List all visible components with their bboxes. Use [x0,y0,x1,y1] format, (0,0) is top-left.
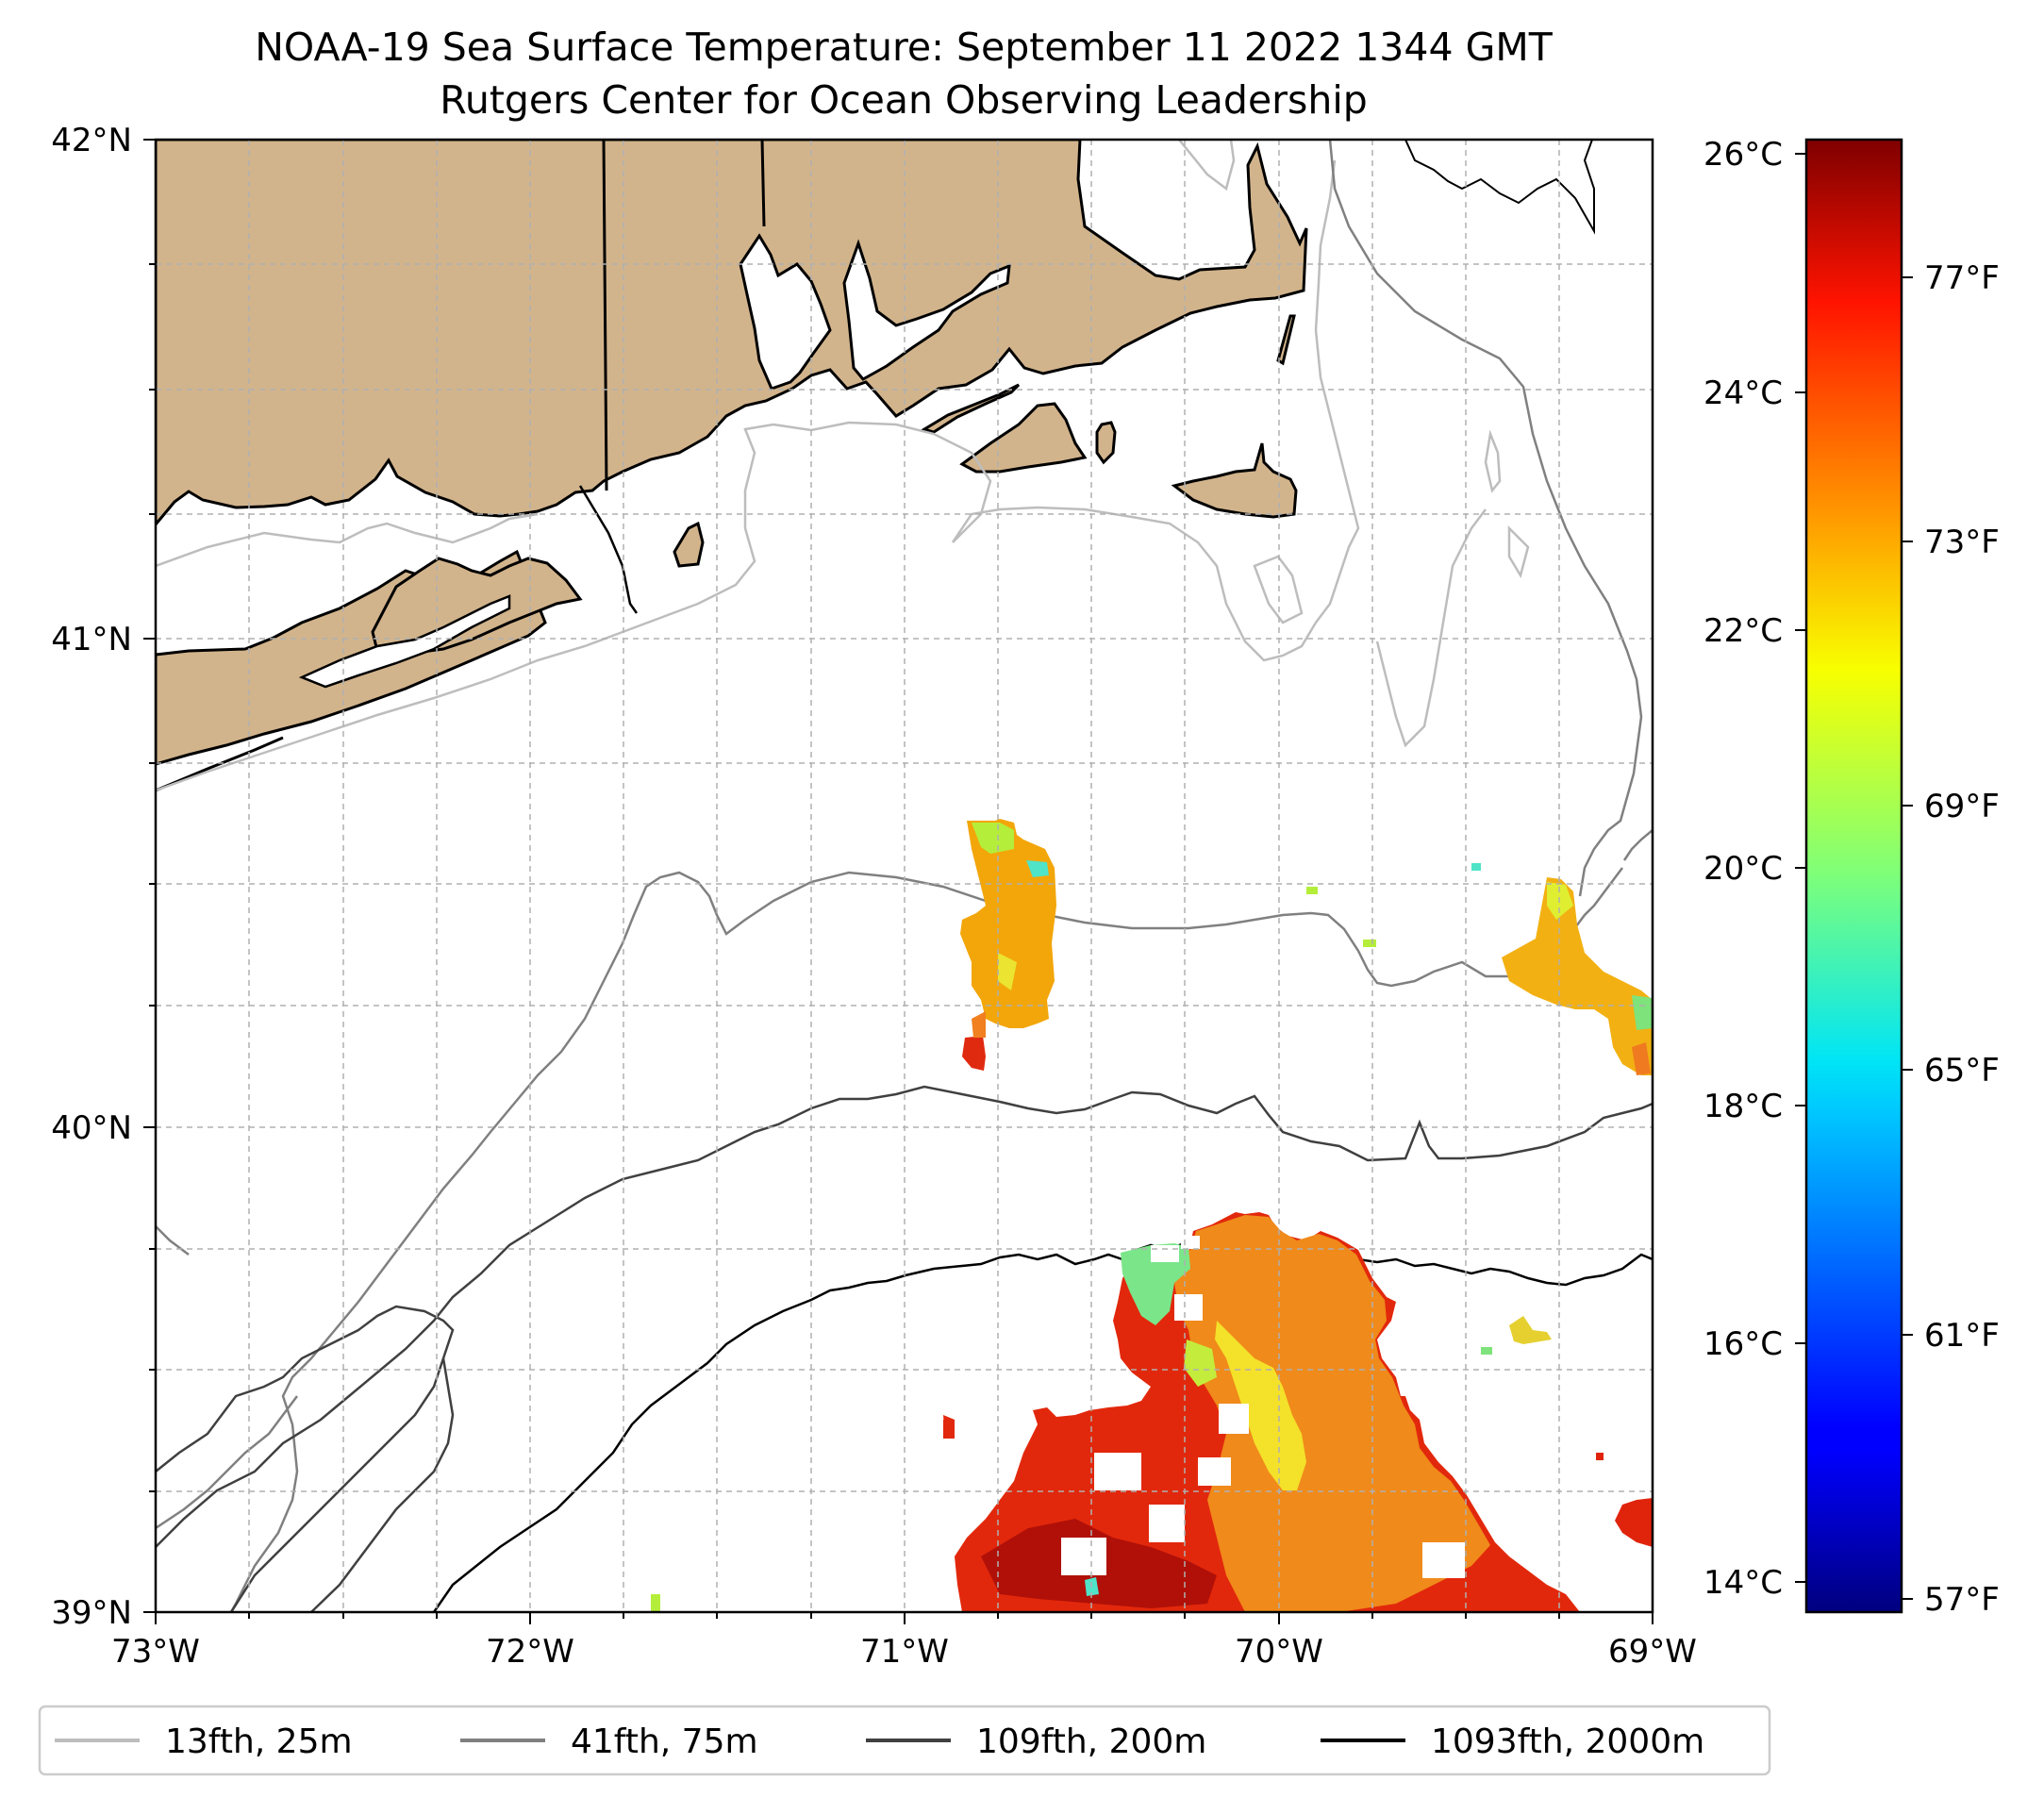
isobath-200m [156,1085,1653,1612]
celsius-label: 14°C [1703,1564,1783,1602]
sst-patch-east-orange [1632,1042,1651,1075]
sst-speck-7 [651,1594,660,1612]
map-ticks [143,139,1653,1624]
sst-speck-4 [1481,1347,1492,1355]
sst-speck-2 [1363,940,1376,947]
sst-speck-3 [1471,863,1481,871]
celsius-label: 24°C [1703,374,1783,412]
map-gridlines [156,140,1653,1612]
sst-patch-south-green [1121,1243,1190,1325]
sst-speck-1 [1306,887,1318,894]
sst-patch-south-orange [1170,1215,1490,1612]
fahrenheit-label: 57°F [1924,1581,2000,1619]
lat-tick-label: 39°N [51,1594,132,1632]
celsius-label: 22°C [1703,612,1783,650]
land-block-island [673,521,705,568]
sst-patch-north-cyan [1026,860,1049,877]
sst-patch-north-yellow [998,953,1017,990]
lon-tick-label: 72°W [486,1633,574,1671]
celsius-label: 18°C [1703,1088,1783,1125]
sst-patch-east-red [1615,1498,1653,1547]
map-title: NOAA-19 Sea Surface Temperature: Septemb… [255,25,1553,70]
rhode-island-boundary-line [578,485,639,614]
ri-ma-border [760,140,766,227]
isobath-legend: 13fth, 25m 41fth, 75m 109fth, 200m 1093f… [38,1705,1771,1776]
colorbar-fahrenheit-ticks [1902,276,1913,1600]
fahrenheit-label: 77°F [1924,259,2000,297]
lat-tick-label: 40°N [51,1109,132,1147]
ct-ri-border [602,140,608,491]
isobath-2000m [432,1239,1653,1612]
fahrenheit-label: 65°F [1924,1052,2000,1090]
sst-patch-north-red [962,1036,986,1071]
land-nantucket [1171,442,1298,519]
legend-label: 1093fth, 2000m [1431,1722,1704,1761]
land-monomoy [1276,314,1296,366]
fahrenheit-label: 73°F [1924,524,2000,561]
isobath-75m [156,140,1653,1612]
sst-patch-south-green2 [1184,1339,1217,1387]
fahrenheit-label: 69°F [1924,788,2000,825]
colorbar-frame [1804,138,1903,1614]
gulf-of-maine-coast [1404,140,1595,235]
lon-tick-label: 69°W [1608,1633,1697,1671]
cloud-gaps [1061,1236,1465,1578]
land-new-england [156,140,1308,527]
celsius-label: 26°C [1703,136,1783,174]
buzzards-bay [842,239,1011,381]
celsius-label: 16°C [1703,1325,1783,1363]
map-subtitle: Rutgers Center for Ocean Observing Leade… [440,77,1368,123]
sst-speck-6 [1596,1453,1604,1460]
sst-data-layer [651,819,1653,1612]
sst-patch-north-green [972,823,1014,854]
isobath-25m [156,140,1530,792]
lat-tick-label: 42°N [51,122,132,159]
land-marthas-vineyard [959,402,1088,474]
lat-tick-label: 41°N [51,621,132,658]
ny-coastline [156,736,284,792]
peconic-bay [298,594,511,689]
narragansett-bay [739,233,832,391]
colorbar-celsius-ticks [1795,153,1806,1583]
sst-patch-south-west [943,1415,955,1439]
land-elizabeth-islands [921,383,1021,434]
legend-label: 41fth, 75m [571,1722,758,1761]
fahrenheit-label: 61°F [1924,1317,2000,1355]
sst-patch-east-yellow [1547,882,1573,920]
land-chappaquiddick [1095,421,1117,465]
map-area [156,140,1653,1612]
sst-patch-south-east-tail [1547,1585,1580,1612]
sst-patch-south-yellow [1215,1321,1306,1490]
legend-label: 13fth, 25m [165,1722,353,1761]
celsius-label: 20°C [1703,850,1783,888]
lon-tick-label: 70°W [1235,1633,1323,1671]
legend-label: 109fth, 200m [976,1722,1206,1761]
sst-patch-east-small [1509,1316,1552,1344]
lon-tick-label: 71°W [860,1633,949,1671]
lon-tick-label: 73°W [111,1633,200,1671]
sst-patch-east [1502,877,1653,1075]
sst-patch-east-green [1632,995,1653,1030]
sst-patch-north-orange2 [972,1011,986,1038]
colorbar [1806,140,1902,1612]
